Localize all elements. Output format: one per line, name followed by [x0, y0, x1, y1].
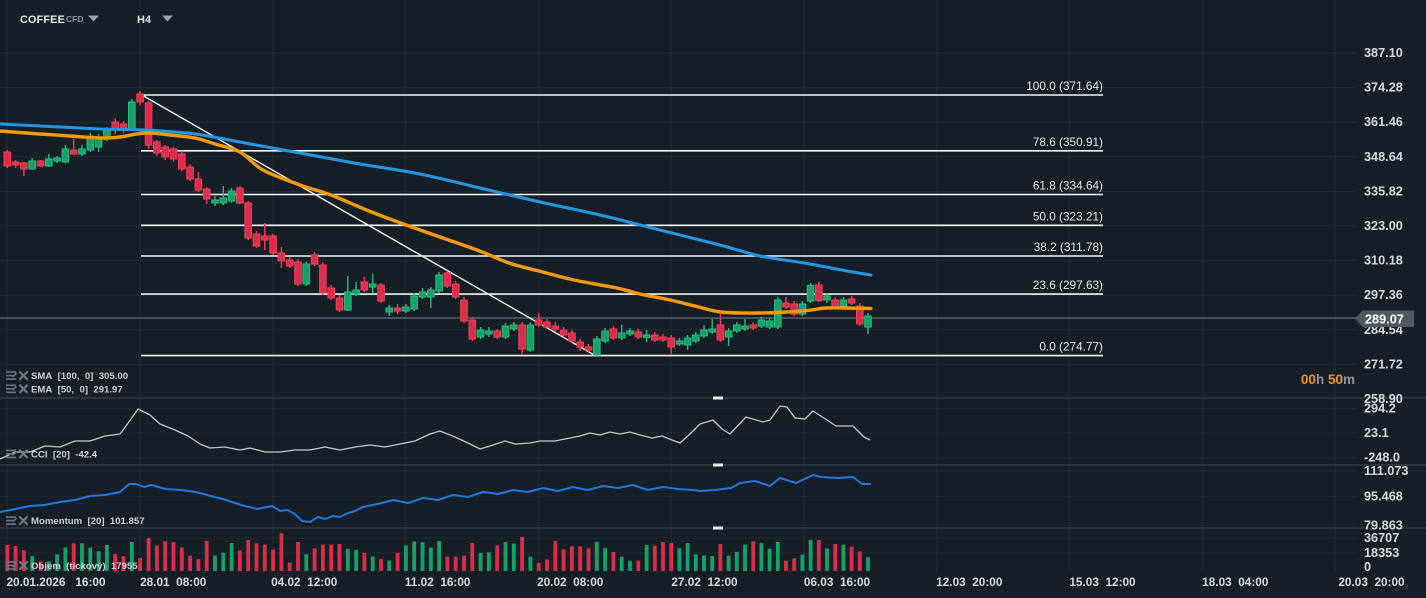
- svg-text:04.02 12:00: 04.02 12:00: [271, 575, 338, 589]
- svg-text:27.02 12:00: 27.02 12:00: [671, 575, 738, 589]
- svg-text:271.72: 271.72: [1364, 357, 1403, 371]
- svg-text:COFFEE: COFFEE: [20, 14, 65, 26]
- svg-text:12.03 20:00: 12.03 20:00: [936, 575, 1003, 589]
- svg-text:387.10: 387.10: [1364, 46, 1403, 60]
- svg-text:100.0 (371.64): 100.0 (371.64): [1026, 79, 1103, 93]
- svg-text:Objem (tickový) 17955: Objem (tickový) 17955: [31, 561, 138, 572]
- svg-text:CFD: CFD: [66, 14, 83, 24]
- svg-text:18.03 04:00: 18.03 04:00: [1202, 575, 1269, 589]
- svg-text:00h 50m: 00h 50m: [1301, 372, 1355, 387]
- svg-text:20.02 08:00: 20.02 08:00: [537, 575, 604, 589]
- svg-text:23.1: 23.1: [1364, 426, 1389, 440]
- svg-text:297.36: 297.36: [1364, 288, 1403, 302]
- svg-text:-248.0: -248.0: [1364, 451, 1400, 465]
- svg-text:20.03 20:00: 20.03 20:00: [1338, 575, 1405, 589]
- svg-text:38.2 (311.78): 38.2 (311.78): [1034, 240, 1103, 254]
- svg-text:323.00: 323.00: [1364, 219, 1403, 233]
- svg-text:Momentum [20] 101.857: Momentum [20] 101.857: [31, 516, 145, 527]
- svg-text:111.073: 111.073: [1364, 464, 1408, 478]
- svg-text:348.64: 348.64: [1364, 150, 1403, 164]
- svg-text:50.0 (323.21): 50.0 (323.21): [1033, 209, 1103, 223]
- svg-text:310.18: 310.18: [1364, 254, 1403, 268]
- svg-text:H4: H4: [137, 14, 152, 26]
- svg-text:15.03 12:00: 15.03 12:00: [1069, 575, 1136, 589]
- svg-text:CCI [20] -42.4: CCI [20] -42.4: [31, 449, 98, 460]
- svg-text:335.82: 335.82: [1364, 184, 1403, 198]
- svg-text:289.07: 289.07: [1365, 313, 1404, 327]
- svg-text:20.01.2026 16:00: 20.01.2026 16:00: [6, 575, 105, 589]
- svg-text:361.46: 361.46: [1364, 115, 1403, 129]
- svg-text:36707: 36707: [1364, 531, 1399, 545]
- svg-text:0.0 (274.77): 0.0 (274.77): [1039, 340, 1103, 354]
- svg-text:79.863: 79.863: [1364, 518, 1403, 532]
- svg-text:258.90: 258.90: [1364, 392, 1403, 406]
- svg-text:EMA [50, 0] 291.97: EMA [50, 0] 291.97: [31, 384, 123, 395]
- svg-text:28.01 08:00: 28.01 08:00: [140, 575, 207, 589]
- svg-text:18353: 18353: [1364, 546, 1399, 560]
- svg-text:95.468: 95.468: [1364, 489, 1403, 503]
- svg-text:SMA [100, 0] 305.00: SMA [100, 0] 305.00: [31, 371, 128, 382]
- svg-text:0: 0: [1364, 560, 1371, 574]
- svg-text:61.8 (334.64): 61.8 (334.64): [1033, 179, 1103, 193]
- svg-text:11.02 16:00: 11.02 16:00: [405, 575, 471, 589]
- svg-text:23.6 (297.63): 23.6 (297.63): [1033, 278, 1103, 292]
- svg-text:78.6 (350.91): 78.6 (350.91): [1033, 135, 1103, 149]
- svg-text:06.03 16:00: 06.03 16:00: [804, 575, 871, 589]
- svg-text:374.28: 374.28: [1364, 81, 1403, 95]
- svg-text:294.2: 294.2: [1364, 402, 1396, 416]
